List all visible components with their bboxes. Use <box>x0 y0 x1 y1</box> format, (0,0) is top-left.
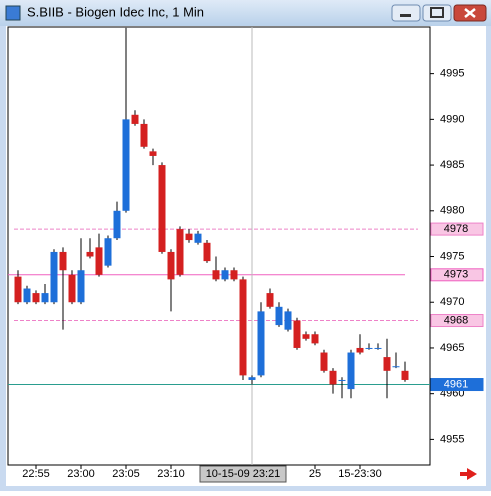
price-tag <box>430 314 484 328</box>
candle-body <box>275 306 283 326</box>
y-tick-label: 4965 <box>440 342 464 354</box>
candle-body <box>320 352 328 371</box>
candle-body <box>23 288 31 303</box>
candle-body <box>167 251 175 280</box>
scroll-arrow[interactable] <box>460 468 477 480</box>
minimize-icon <box>400 14 411 17</box>
window-title: S.BIIB - Biogen Idec Inc, 1 Min <box>27 4 204 19</box>
price-tag-label: 4961 <box>444 378 468 390</box>
candle-body <box>32 293 40 303</box>
x-tick-label: 23:10 <box>157 468 185 480</box>
y-tick-label: 4980 <box>440 205 464 217</box>
candle-body <box>284 311 292 330</box>
candle-body <box>221 270 229 280</box>
x-tick-label: 22:55 <box>22 468 50 480</box>
candle-body <box>329 370 337 385</box>
candle-body <box>248 377 256 380</box>
candle-body <box>149 151 157 156</box>
price-tag-label: 4973 <box>444 269 468 281</box>
candle-body <box>86 251 94 257</box>
plot-area <box>7 26 431 466</box>
candle-body <box>338 379 346 381</box>
x-tick-label: 25 <box>309 468 321 480</box>
window-buttons[interactable] <box>391 4 487 22</box>
price-tag <box>430 222 484 236</box>
candle-body <box>239 279 247 376</box>
candle-body <box>41 293 49 303</box>
candle-body <box>302 334 310 339</box>
close-icon <box>464 8 476 18</box>
candle-body <box>266 293 274 307</box>
candle-body <box>212 270 220 280</box>
crosshair-time-label: 10-15-09 23:21 <box>206 468 281 480</box>
candle-body <box>293 320 301 348</box>
y-tick-label: 4985 <box>440 159 464 171</box>
x-tick-label: 23:00 <box>67 468 95 480</box>
candle-body <box>68 274 76 303</box>
candle-body <box>176 229 184 275</box>
candle-body <box>113 210 121 239</box>
candle-body <box>203 242 211 262</box>
candle-body <box>122 119 130 211</box>
candle-body <box>257 311 265 376</box>
candle-body <box>140 123 148 147</box>
candle-body <box>383 357 391 371</box>
candle-body <box>401 370 409 380</box>
crosshair-time-box <box>199 465 287 483</box>
minimize-button[interactable] <box>391 4 421 22</box>
y-tick-label: 4955 <box>440 433 464 445</box>
candle-body <box>365 347 373 349</box>
maximize-icon <box>430 7 444 18</box>
y-tick-label: 4990 <box>440 113 464 125</box>
candle-body <box>392 366 400 368</box>
y-tick-label: 4975 <box>440 250 464 262</box>
y-tick-label: 4995 <box>440 68 464 80</box>
candle-body <box>95 247 103 275</box>
candle-body <box>77 270 85 303</box>
app-icon <box>5 5 21 21</box>
candle-body <box>311 334 319 344</box>
x-tick-label: 23:05 <box>112 468 140 480</box>
candle-body <box>14 276 22 303</box>
candle-body <box>104 238 112 266</box>
price-tag <box>430 378 484 392</box>
candle-body <box>158 165 166 252</box>
candle-body <box>374 347 382 349</box>
price-tag-label: 4978 <box>444 223 468 235</box>
candle-body <box>131 114 139 124</box>
candle-body <box>185 233 193 241</box>
candle-body <box>59 251 67 271</box>
x-tick-label: 15-23:30 <box>338 468 381 480</box>
price-tag <box>430 268 484 282</box>
price-tag-label: 4968 <box>444 314 468 326</box>
candle-body <box>230 270 238 280</box>
candle-body <box>356 347 364 353</box>
y-tick-label: 4970 <box>440 296 464 308</box>
candle-body <box>194 233 202 243</box>
candle-body <box>50 251 58 303</box>
candle-body <box>347 352 355 390</box>
